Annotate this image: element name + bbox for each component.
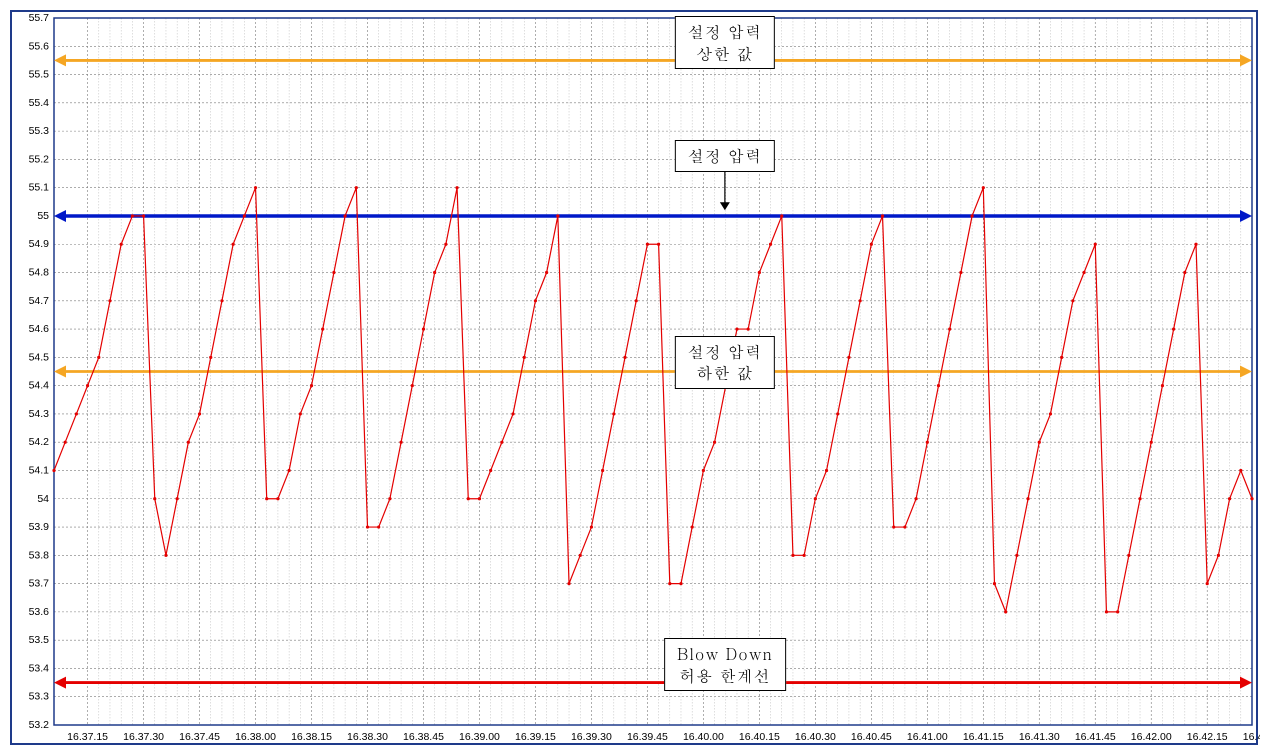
y-tick-label: 55 bbox=[37, 210, 49, 222]
y-tick-label: 53.9 bbox=[29, 521, 50, 533]
annotation-text: Blow Down bbox=[677, 642, 773, 665]
annotation-text: 허용 한계선 bbox=[679, 664, 770, 687]
y-tick-label: 53.4 bbox=[29, 662, 50, 674]
y-tick-label: 54.6 bbox=[29, 323, 50, 335]
x-tick-label: 16.40.00 bbox=[683, 731, 724, 743]
x-tick-label: 16.40.30 bbox=[795, 731, 836, 743]
y-tick-label: 53.7 bbox=[29, 578, 50, 590]
x-tick-label: 16.38.30 bbox=[347, 731, 388, 743]
y-tick-label: 53.8 bbox=[29, 549, 50, 561]
chart-svg: 53.2 53.3 53.4 53.5 53.6 53.7 53.8 53.9 54 54.1 54… bbox=[12, 12, 1260, 747]
x-tick-label: 16.42.00 bbox=[1131, 731, 1172, 743]
annotation-text: 설정 압력 bbox=[688, 20, 762, 43]
y-tick-label: 55.6 bbox=[29, 40, 50, 52]
y-tick-label: 55.4 bbox=[29, 97, 50, 109]
x-tick-label: 16.41.45 bbox=[1075, 731, 1116, 743]
y-tick-label: 54.8 bbox=[29, 267, 50, 279]
x-tick-label: 16.39.45 bbox=[627, 731, 668, 743]
y-tick-label: 54.1 bbox=[29, 464, 50, 476]
x-tick-label: 16.42.30 bbox=[1243, 731, 1260, 743]
annotation-text: 설정 압력 bbox=[688, 340, 762, 363]
x-tick-label: 16.41.15 bbox=[963, 731, 1004, 743]
y-tick-label: 53.6 bbox=[29, 606, 50, 618]
x-tick-label: 16.40.15 bbox=[739, 731, 780, 743]
annotation-set-pressure: 설정 압력 bbox=[675, 140, 775, 172]
x-tick-label: 16.40.45 bbox=[851, 731, 892, 743]
y-tick-label: 55.3 bbox=[29, 125, 50, 137]
x-tick-label: 16.38.15 bbox=[291, 731, 332, 743]
x-tick-label: 16.39.15 bbox=[515, 731, 556, 743]
annotation-text: 설정 압력 bbox=[688, 144, 762, 167]
x-tick-label: 16.37.45 bbox=[179, 731, 220, 743]
y-tick-label: 55.2 bbox=[29, 153, 50, 165]
y-tick-label: 54.7 bbox=[29, 295, 50, 307]
annotation-lower-limit: 설정 압력 하한 값 bbox=[675, 336, 775, 389]
x-tick-label: 16.38.45 bbox=[403, 731, 444, 743]
x-tick-label: 16.42.15 bbox=[1187, 731, 1228, 743]
x-tick-label: 16.39.30 bbox=[571, 731, 612, 743]
annotation-text: 하한 값 bbox=[696, 361, 753, 384]
x-tick-label: 16.37.30 bbox=[123, 731, 164, 743]
y-tick-label: 53.5 bbox=[29, 634, 50, 646]
y-tick-label: 53.2 bbox=[29, 719, 50, 731]
annotation-text: 상한 값 bbox=[696, 42, 753, 65]
pressure-chart: 53.2 53.3 53.4 53.5 53.6 53.7 53.8 53.9 54 54.1 54… bbox=[10, 10, 1258, 745]
y-tick-label: 55.5 bbox=[29, 69, 50, 81]
y-tick-label: 54.9 bbox=[29, 238, 50, 250]
y-tick-label: 54.2 bbox=[29, 436, 50, 448]
y-tick-label: 54.3 bbox=[29, 408, 50, 420]
x-tick-label: 16.39.00 bbox=[459, 731, 500, 743]
y-tick-label: 54 bbox=[37, 493, 49, 505]
y-tick-label: 53.3 bbox=[29, 691, 50, 703]
y-tick-label: 55.7 bbox=[29, 12, 50, 24]
y-tick-label: 55.1 bbox=[29, 182, 50, 194]
annotation-blowdown: Blow Down 허용 한계선 bbox=[664, 638, 786, 691]
x-tick-label: 16.37.15 bbox=[67, 731, 108, 743]
x-tick-label: 16.41.30 bbox=[1019, 731, 1060, 743]
x-tick-label: 16.41.00 bbox=[907, 731, 948, 743]
annotation-upper-limit: 설정 압력 상한 값 bbox=[675, 16, 775, 69]
y-tick-label: 54.5 bbox=[29, 351, 50, 363]
y-tick-label: 54.4 bbox=[29, 380, 50, 392]
x-tick-label: 16.38.00 bbox=[235, 731, 276, 743]
